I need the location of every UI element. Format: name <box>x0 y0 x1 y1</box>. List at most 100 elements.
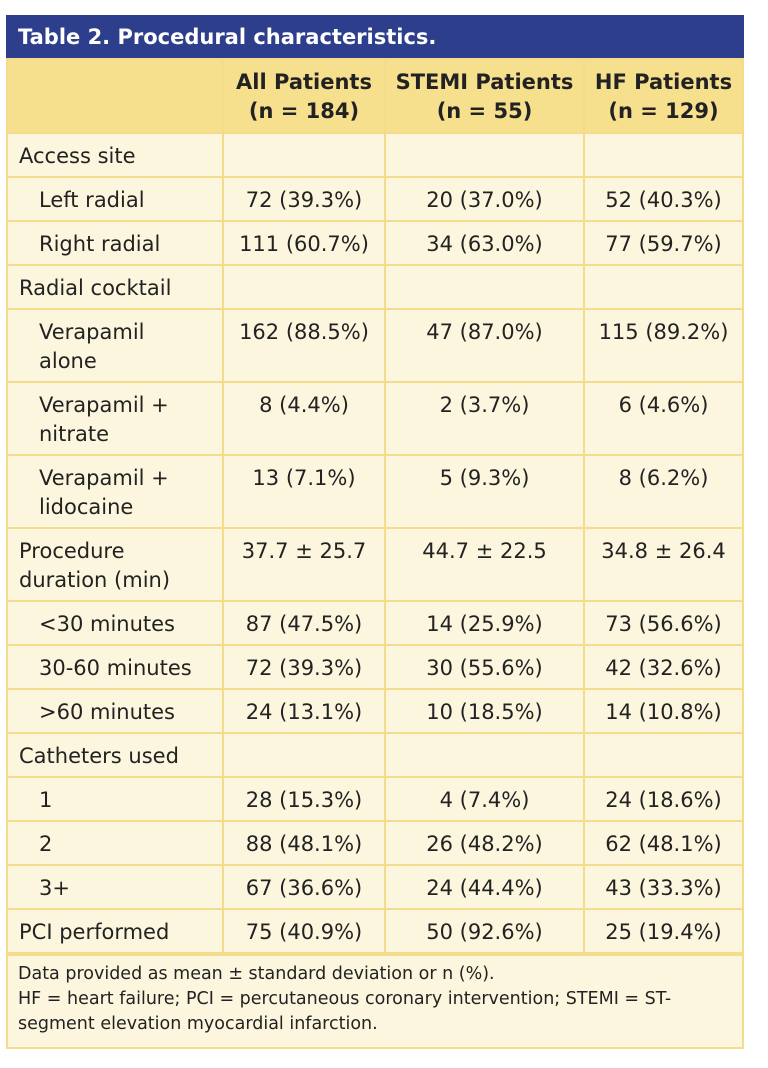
value-cell <box>222 732 386 778</box>
value-cell: 24 (44.4%) <box>384 864 585 910</box>
header-n: (n = 184) <box>248 99 360 123</box>
header-title: STEMI Patients <box>395 70 574 94</box>
table-row: Catheters used <box>8 732 742 778</box>
value-cell: 24 (18.6%) <box>583 776 742 822</box>
value-cell: 67 (36.6%) <box>222 864 386 910</box>
cell-value: 2 (3.7%) <box>439 393 530 417</box>
cell-value: 8 (4.4%) <box>259 393 349 417</box>
footnote: Data provided as mean ± standard deviati… <box>18 964 495 984</box>
cell-value: 28 (15.3%) <box>245 788 363 812</box>
table-row: Left radial 72 (39.3%) 20 (37.0%) 52 (40.3%… <box>8 176 742 222</box>
table-card: Table 2. Procedural characteristics. All… <box>6 15 744 1049</box>
cell-value: 34 (63.0%) <box>426 232 543 256</box>
row-label-cell: Radial cocktail <box>8 264 224 310</box>
table-row: >60 minutes 24 (13.1%) 10 (18.5%) 14 (10.8%… <box>8 688 742 734</box>
cell-value: 6 (4.6%) <box>618 393 709 417</box>
table-row: Right radial 111 (60.7%) 34 (63.0%) 77 (59.… <box>8 220 742 266</box>
cell-value: 44.7 ± 22.5 <box>422 539 547 563</box>
value-cell: 2 (3.7%) <box>384 381 585 456</box>
header-cell: STEMI Patients (n = 55) <box>384 58 585 134</box>
header-cell: All Patients (n = 184) <box>222 58 386 134</box>
value-cell: 75 (40.9%) <box>222 908 386 954</box>
value-cell: 111 (60.7%) <box>222 220 386 266</box>
table-row: 1 28 (15.3%) 4 (7.4%) 24 (18.6%) <box>8 776 742 822</box>
row-label: Radial cocktail <box>19 276 172 300</box>
row-label-cell: Catheters used <box>8 732 224 778</box>
row-label-cell: Right radial <box>8 220 224 266</box>
value-cell: 4 (7.4%) <box>384 776 585 822</box>
table-row: Verapamil + nitrate 8 (4.4%) 2 (3.7%) 6 (4.… <box>8 381 742 456</box>
table-row: PCI performed 75 (40.9%) 50 (92.6%) 25 (19.… <box>8 908 742 954</box>
table-row: Procedure duration (min) 37.7 ± 25.7 44.7 … <box>8 527 742 602</box>
table-row: Access site <box>8 132 742 178</box>
value-cell: 8 (6.2%) <box>583 454 742 529</box>
cell-value: 43 (33.3%) <box>605 876 722 900</box>
value-cell <box>222 264 386 310</box>
value-cell: 13 (7.1%) <box>222 454 386 529</box>
value-cell: 24 (13.1%) <box>222 688 386 734</box>
row-label: Left radial <box>39 188 145 212</box>
value-cell: 47 (87.0%) <box>384 308 585 383</box>
row-label-cell: 2 <box>8 820 224 866</box>
value-cell: 50 (92.6%) <box>384 908 585 954</box>
cell-value: 8 (6.2%) <box>618 466 709 490</box>
header-row: All Patients (n = 184) STEMI Patients (n = … <box>8 58 742 134</box>
value-cell: 88 (48.1%) <box>222 820 386 866</box>
row-label-cell: 1 <box>8 776 224 822</box>
header-n: (n = 129) <box>608 99 719 123</box>
cell-value: 88 (48.1%) <box>245 832 363 856</box>
row-label: Catheters used <box>19 744 179 768</box>
row-label: 3+ <box>39 876 70 900</box>
row-label-cell: >60 minutes <box>8 688 224 734</box>
value-cell: 6 (4.6%) <box>583 381 742 456</box>
cell-value: 67 (36.6%) <box>245 876 363 900</box>
cell-value: 26 (48.2%) <box>426 832 543 856</box>
row-label: PCI performed <box>19 920 170 944</box>
header-cell <box>8 58 224 134</box>
row-label-cell: 3+ <box>8 864 224 910</box>
table-row: 2 88 (48.1%) 26 (48.2%) 62 (48.1%) <box>8 820 742 866</box>
value-cell: 77 (59.7%) <box>583 220 742 266</box>
value-cell: 30 (55.6%) <box>384 644 585 690</box>
row-label-cell: Verapamil alone <box>8 308 224 383</box>
header-title: HF Patients <box>594 70 733 94</box>
footnote: HF = heart failure; PCI = percutaneous c… <box>18 989 672 1034</box>
value-cell: 43 (33.3%) <box>583 864 742 910</box>
row-label-cell: Access site <box>8 132 224 178</box>
row-label-cell: PCI performed <box>8 908 224 954</box>
cell-value: 111 (60.7%) <box>239 232 369 256</box>
value-cell <box>583 132 742 178</box>
value-cell <box>222 132 386 178</box>
table: All Patients (n = 184) STEMI Patients (n = … <box>8 58 742 954</box>
row-label: Verapamil + lidocaine <box>39 466 169 519</box>
table-row: Radial cocktail <box>8 264 742 310</box>
cell-value: 24 (18.6%) <box>605 788 722 812</box>
header-n: (n = 55) <box>436 99 533 123</box>
cell-value: 77 (59.7%) <box>605 232 722 256</box>
cell-value: 115 (89.2%) <box>598 320 729 344</box>
row-label: 1 <box>39 788 53 812</box>
cell-value: 13 (7.1%) <box>252 466 356 490</box>
value-cell: 25 (19.4%) <box>583 908 742 954</box>
value-cell: 115 (89.2%) <box>583 308 742 383</box>
value-cell <box>583 264 742 310</box>
value-cell: 72 (39.3%) <box>222 644 386 690</box>
table-row: Verapamil alone 162 (88.5%) 47 (87.0%) 115 … <box>8 308 742 383</box>
cell-value: 20 (37.0%) <box>426 188 543 212</box>
value-cell: 8 (4.4%) <box>222 381 386 456</box>
cell-value: 162 (88.5%) <box>239 320 369 344</box>
row-label: Access site <box>19 144 136 168</box>
table-body: Access site Left radial 72 (39.3%) 20 (37.0… <box>8 132 742 954</box>
cell-value: 72 (39.3%) <box>245 188 363 212</box>
value-cell <box>583 732 742 778</box>
value-cell: 72 (39.3%) <box>222 176 386 222</box>
header-title: All Patients <box>236 70 372 94</box>
value-cell: 52 (40.3%) <box>583 176 742 222</box>
row-label-cell: Procedure duration (min) <box>8 527 224 602</box>
cell-value: 25 (19.4%) <box>605 920 722 944</box>
value-cell <box>384 132 585 178</box>
cell-value: 4 (7.4%) <box>439 788 530 812</box>
value-cell: 37.7 ± 25.7 <box>222 527 386 602</box>
row-label-cell: 30-60 minutes <box>8 644 224 690</box>
